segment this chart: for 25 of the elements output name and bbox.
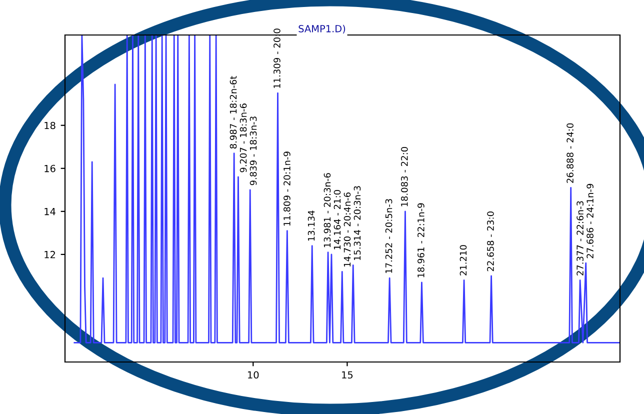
- y-tick-label: 12: [44, 250, 55, 258]
- y-tick-label: 14: [44, 208, 56, 216]
- annotation: 11.309 - 20:0: [274, 28, 280, 88]
- annotation: 15.314 - 20:3n-3: [354, 186, 361, 260]
- annotation: 27.686 - 24:1n-9: [586, 184, 594, 258]
- annotation: 13.134: [308, 210, 315, 241]
- x-tick-label: 15: [342, 371, 353, 379]
- annotation: 14.730 - 20:4n-6: [344, 192, 351, 266]
- annotation: 26.888 - 24:0: [566, 123, 574, 183]
- annotation: 21.210: [460, 245, 467, 276]
- annotation: 18.083 - 22:0: [400, 146, 408, 206]
- annotation: 13.981 - 20:3n-6: [324, 173, 331, 248]
- chart-title: SAMP1.D): [298, 24, 346, 34]
- annotation: 22.658 - 23:0: [487, 212, 494, 272]
- annotation: 14.164 - 21:0: [334, 190, 341, 250]
- annotation: 18.961 - 22:1n-9: [418, 203, 424, 278]
- annotation: 8.987 - 18:2n-6t: [230, 76, 237, 149]
- annotation: 9.839 - 18:3n-3: [250, 116, 257, 186]
- x-tick-label: 10: [248, 371, 259, 379]
- annotation: 11.809 - 20:1n-9: [284, 152, 290, 226]
- annotation: 27.377 - 22:6n-3: [576, 201, 584, 276]
- y-tick-label: 16: [44, 164, 56, 172]
- y-tick-label: 18: [44, 122, 56, 130]
- annotation: 17.252 - 20:5n-3: [385, 199, 392, 273]
- annotation: 9.207 - 18:3n-6: [240, 104, 247, 172]
